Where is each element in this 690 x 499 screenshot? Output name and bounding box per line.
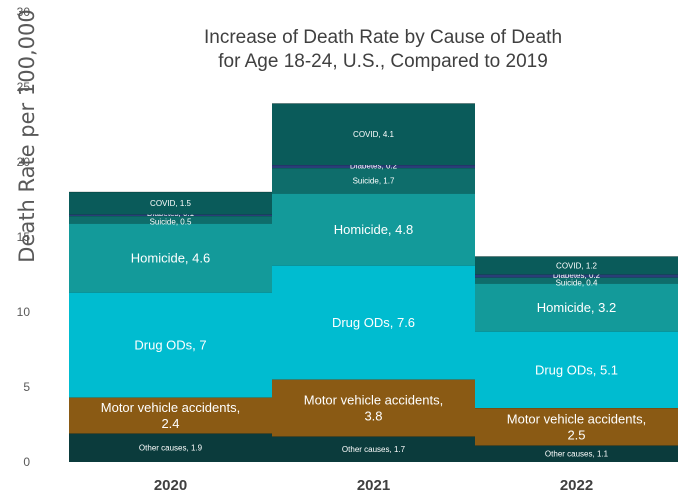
- bar-segment-covid: [272, 103, 475, 165]
- bar-segment-motor-vehicle-accidents: [272, 379, 475, 437]
- bar-segment-other-causes: [475, 445, 678, 462]
- bar-segment-diabetes: [69, 214, 272, 216]
- data-label-line: 2.4: [161, 416, 179, 431]
- data-label: COVID, 1.2: [556, 261, 597, 270]
- data-label: Motor vehicle accidents, 2.5: [507, 411, 646, 442]
- y-axis-label: Death Rate per 100,000: [15, 9, 39, 262]
- bar-segment-suicide: [475, 277, 678, 284]
- data-label: Drug ODs, 7: [134, 338, 206, 353]
- bar-segment-drug-ods: [272, 265, 475, 380]
- data-label: Homicide, 4.8: [334, 222, 413, 237]
- x-tick-label: 2020: [154, 477, 187, 494]
- data-label: Other causes, 1.1: [545, 450, 609, 459]
- data-label: Drug ODs, 5.1: [535, 362, 618, 377]
- bar-segment-covid: [69, 192, 272, 215]
- bar-segment-homicide: [272, 193, 475, 266]
- bar-segment-homicide: [475, 283, 678, 332]
- x-tick-label: 2022: [560, 477, 593, 494]
- data-label: Suicide, 1.7: [353, 177, 395, 186]
- data-label: Suicide, 0.4: [556, 278, 598, 287]
- bar-segment-homicide: [69, 223, 272, 293]
- data-label: Drug ODs, 7.6: [332, 315, 415, 330]
- data-label-line: 3.8: [364, 409, 382, 424]
- data-label: Other causes, 1.7: [342, 445, 406, 454]
- data-label: COVID, 4.1: [353, 130, 394, 139]
- y-tick-label: 15: [17, 230, 31, 244]
- bar-segment-motor-vehicle-accidents: [475, 408, 678, 446]
- y-tick-label: 5: [23, 380, 30, 394]
- data-label: Homicide, 4.6: [131, 251, 210, 266]
- y-tick-label: 10: [17, 305, 31, 319]
- y-tick-label: 20: [17, 155, 31, 169]
- chart-title-line-1: Increase of Death Rate by Cause of Death: [204, 27, 562, 48]
- bar-segment-motor-vehicle-accidents: [69, 397, 272, 434]
- y-tick-label: 25: [17, 80, 31, 94]
- data-label: Diabetes, 0.2: [553, 271, 601, 280]
- bar-segment-suicide: [69, 216, 272, 224]
- bar-segment-suicide: [272, 168, 475, 194]
- bar-segment-other-causes: [69, 433, 272, 462]
- data-label-line: Motor vehicle accidents,: [304, 393, 443, 408]
- bar-segment-covid: [475, 256, 678, 275]
- data-label: Motor vehicle accidents, 2.4: [101, 400, 240, 431]
- bar-segment-drug-ods: [475, 331, 678, 408]
- data-label: COVID, 1.5: [150, 199, 191, 208]
- plot-area: Other causes, 1.9 Motor vehicle accidents…: [69, 103, 678, 462]
- bar-segment-other-causes: [272, 436, 475, 462]
- bar-segment-drug-ods: [69, 292, 272, 398]
- data-label: Diabetes, 0.2: [350, 161, 398, 170]
- data-label: Homicide, 3.2: [537, 300, 616, 315]
- data-label-line: Motor vehicle accidents,: [101, 400, 240, 415]
- bar-segment-diabetes: [272, 165, 475, 168]
- x-tick-label: 2021: [357, 477, 390, 494]
- data-label: Other causes, 1.9: [139, 444, 203, 453]
- y-tick-label: 30: [17, 5, 31, 19]
- data-label: Suicide, 0.5: [150, 218, 192, 227]
- bar-segment-diabetes: [475, 274, 678, 278]
- y-tick-label: 0: [23, 455, 30, 469]
- data-label-line: Motor vehicle accidents,: [507, 411, 646, 426]
- data-label: Motor vehicle accidents, 3.8: [304, 393, 443, 424]
- chart-title-line-2: for Age 18-24, U.S., Compared to 2019: [218, 51, 548, 72]
- data-label-line: 2.5: [567, 427, 585, 442]
